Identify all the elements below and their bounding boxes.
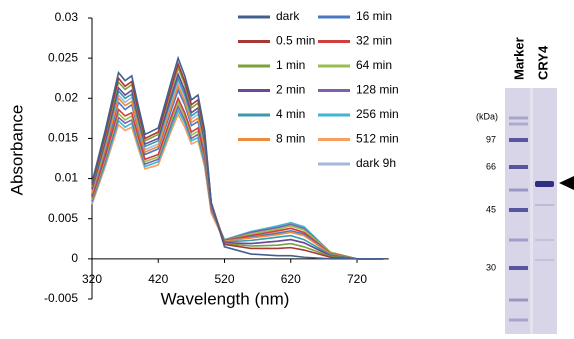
lane-label: CRY4 — [535, 45, 550, 80]
faint-band — [509, 319, 528, 322]
faint-band — [509, 117, 528, 120]
marker-size-label: 30 — [486, 262, 496, 272]
y-tick-label: 0 — [71, 251, 78, 265]
legend-label: 8 min — [276, 132, 305, 146]
legend-label: 256 min — [356, 107, 399, 121]
legend-label: 16 min — [356, 9, 392, 23]
gel-image: Marker CRY4 (kDa) 97 66 45 30 — [476, 37, 574, 334]
x-axis-title: Wavelength (nm) — [161, 289, 290, 308]
x-tick-label: 720 — [347, 272, 367, 286]
faint-band — [509, 239, 528, 242]
y-tick-label: 0.01 — [55, 171, 79, 185]
legend-label: 512 min — [356, 132, 399, 146]
legend-label: 1 min — [276, 58, 305, 72]
marker-size-label: 97 — [486, 134, 496, 144]
spectrum-line — [92, 58, 384, 259]
legend-label: 4 min — [276, 107, 305, 121]
band-arrow — [559, 176, 574, 190]
legend-label: 0.5 min — [276, 34, 315, 48]
faint-band — [535, 239, 554, 241]
marker-size-label: 45 — [486, 204, 496, 214]
y-tick-label: 0.025 — [48, 50, 78, 64]
y-tick-label: 0.005 — [48, 211, 78, 225]
y-tick-label: 0.02 — [55, 90, 79, 104]
x-tick-label: 620 — [281, 272, 301, 286]
y-tick-label: -0.005 — [44, 291, 78, 305]
faint-band — [535, 259, 554, 261]
legend-label: dark 9h — [356, 156, 396, 170]
faint-band — [509, 189, 528, 192]
lane-label: Marker — [511, 37, 526, 80]
x-tick-label: 320 — [82, 272, 102, 286]
marker-band — [509, 138, 528, 142]
marker-band — [509, 165, 528, 169]
legend-label: 64 min — [356, 58, 392, 72]
x-tick-label: 420 — [148, 272, 168, 286]
faint-band — [509, 299, 528, 302]
faint-band — [509, 123, 528, 126]
marker-band — [509, 266, 528, 270]
x-tick-label: 520 — [214, 272, 234, 286]
faint-band — [535, 204, 554, 206]
marker-band — [509, 208, 528, 212]
y-axis-title: Absorbance — [7, 105, 26, 196]
page: {"chart_data": {"type": "line", "x_label… — [0, 0, 574, 334]
legend-label: dark — [276, 9, 300, 23]
legend-label: 2 min — [276, 83, 305, 97]
lane-gap — [530, 88, 533, 334]
size-unit: (kDa) — [476, 111, 498, 121]
legend-label: 32 min — [356, 34, 392, 48]
y-tick-label: 0.015 — [48, 131, 78, 145]
y-tick-label: 0.03 — [55, 10, 79, 24]
figure: Wavelength (nm) Absorbance Marker CRY4 (kD… — [0, 0, 574, 334]
marker-size-label: 66 — [486, 161, 496, 171]
protein-band — [535, 181, 554, 187]
legend-label: 128 min — [356, 83, 399, 97]
